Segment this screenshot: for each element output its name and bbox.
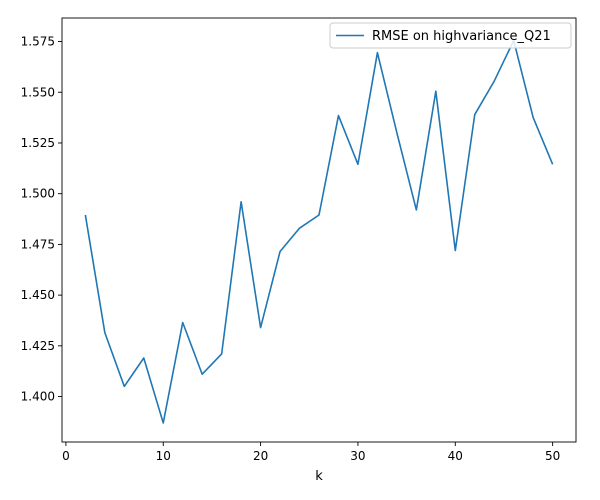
x-tick-label: 0 <box>62 449 70 463</box>
x-tick-label: 10 <box>156 449 171 463</box>
plot-area <box>84 39 554 424</box>
y-tick-label: 1.425 <box>21 339 55 353</box>
y-tick-label: 1.525 <box>21 136 55 150</box>
y-tick-label: 1.400 <box>21 390 55 404</box>
axes: 0 10 20 30 40 50 1.400 1.425 1.450 1.475 1.500 1.52… <box>21 17 577 463</box>
legend-label: RMSE on highvariance_Q21 <box>372 29 551 44</box>
x-axis-label: k <box>315 469 323 484</box>
y-tick-label: 1.575 <box>21 35 55 49</box>
x-tick-label: 30 <box>350 449 365 463</box>
y-tick-label: 1.500 <box>21 187 55 201</box>
y-tick-label: 1.450 <box>21 288 55 302</box>
plot-frame <box>61 17 577 443</box>
x-tick-label: 20 <box>253 449 268 463</box>
legend-box <box>329 22 572 49</box>
series-line-0 <box>84 39 554 424</box>
x-tick-label: 40 <box>448 449 463 463</box>
legend: RMSE on highvariance_Q21 <box>329 22 572 49</box>
y-tick-label: 1.475 <box>21 237 55 251</box>
y-tick-label: 1.550 <box>21 85 55 99</box>
x-tick-label: 50 <box>545 449 560 463</box>
